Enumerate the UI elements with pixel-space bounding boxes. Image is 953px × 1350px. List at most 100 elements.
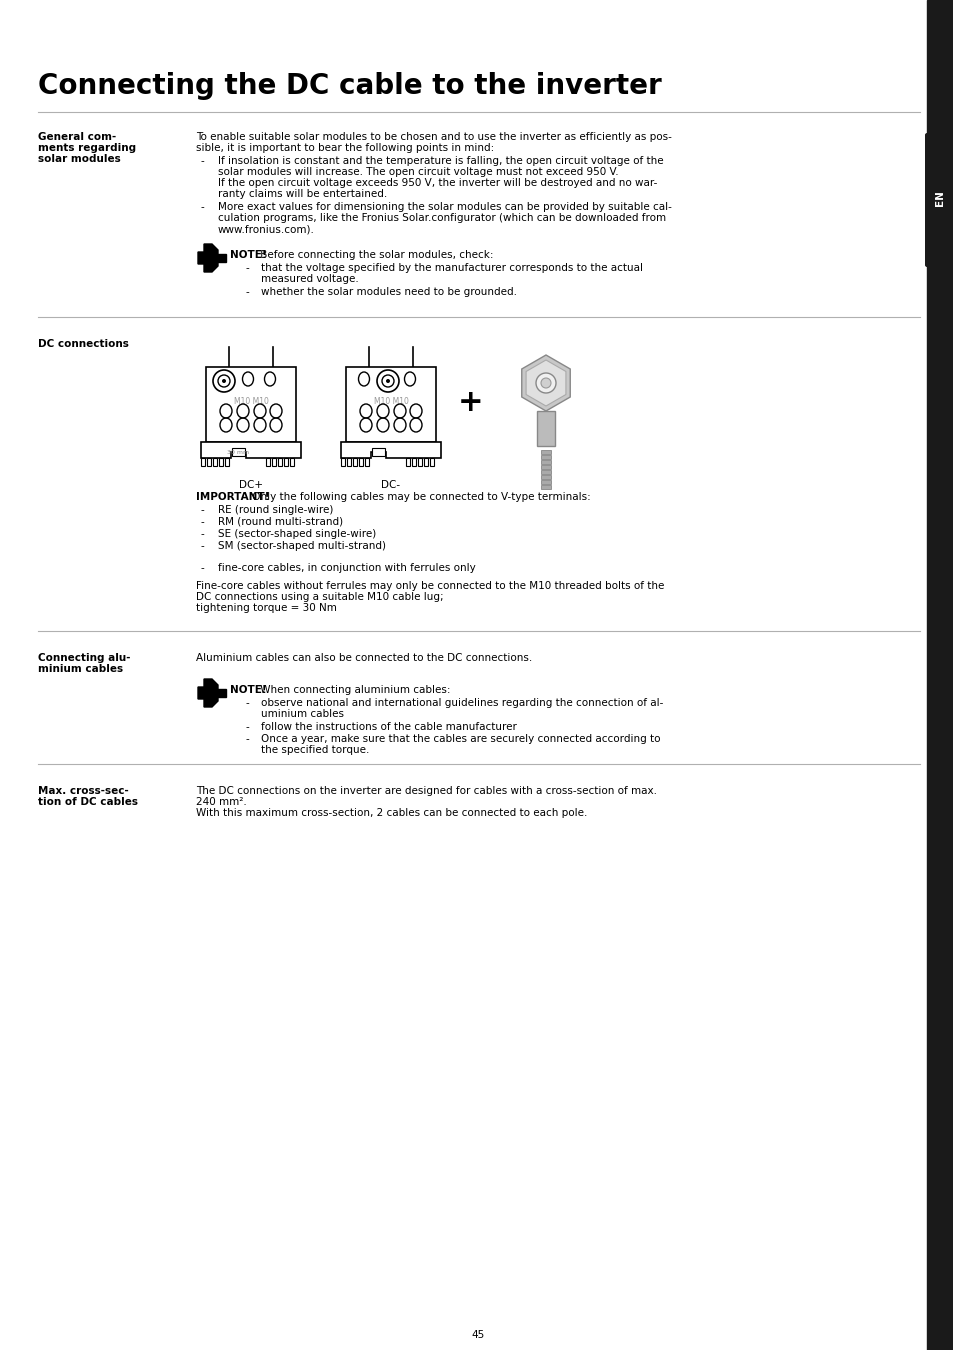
Bar bbox=[232, 448, 245, 456]
Text: When connecting aluminium cables:: When connecting aluminium cables: bbox=[256, 684, 450, 695]
Text: Max. cross-sec-: Max. cross-sec- bbox=[38, 786, 129, 796]
Text: -: - bbox=[201, 529, 205, 539]
Bar bbox=[540, 460, 551, 464]
Text: -: - bbox=[246, 288, 250, 297]
Bar bbox=[430, 458, 434, 466]
Text: -: - bbox=[246, 698, 250, 707]
Bar bbox=[540, 450, 551, 454]
Text: +: + bbox=[457, 387, 483, 417]
Text: -: - bbox=[201, 541, 205, 551]
Text: solar modules: solar modules bbox=[38, 154, 121, 163]
Text: minium cables: minium cables bbox=[38, 664, 123, 674]
Text: DC connections: DC connections bbox=[38, 339, 129, 350]
Text: DC-: DC- bbox=[381, 481, 400, 490]
Text: If the open circuit voltage exceeds 950 V, the inverter will be destroyed and no: If the open circuit voltage exceeds 950 … bbox=[218, 178, 657, 188]
Text: Once a year, make sure that the cables are securely connected according to: Once a year, make sure that the cables a… bbox=[261, 734, 659, 744]
Text: M10 M10: M10 M10 bbox=[233, 397, 268, 406]
Text: uminium cables: uminium cables bbox=[261, 709, 344, 720]
Bar bbox=[277, 458, 282, 466]
Bar bbox=[213, 458, 216, 466]
Text: Connecting the DC cable to the inverter: Connecting the DC cable to the inverter bbox=[38, 72, 661, 100]
Text: -: - bbox=[201, 202, 205, 212]
Bar bbox=[346, 367, 436, 441]
Bar bbox=[540, 485, 551, 489]
Text: NOTE!: NOTE! bbox=[230, 684, 267, 695]
Bar bbox=[540, 455, 551, 459]
Text: ranty claims will be entertained.: ranty claims will be entertained. bbox=[218, 189, 387, 198]
Text: DC connections using a suitable M10 cable lug;: DC connections using a suitable M10 cabl… bbox=[195, 593, 443, 602]
Text: that the voltage specified by the manufacturer corresponds to the actual: that the voltage specified by the manufa… bbox=[261, 263, 642, 273]
Bar bbox=[358, 458, 363, 466]
Bar bbox=[537, 410, 555, 446]
Text: More exact values for dimensioning the solar modules can be provided by suitable: More exact values for dimensioning the s… bbox=[218, 202, 671, 212]
Bar bbox=[540, 475, 551, 479]
Text: -: - bbox=[246, 734, 250, 744]
Bar bbox=[926, 0, 953, 1350]
Circle shape bbox=[536, 373, 556, 393]
Text: To enable suitable solar modules to be chosen and to use the inverter as efficie: To enable suitable solar modules to be c… bbox=[195, 132, 671, 142]
Bar bbox=[225, 458, 229, 466]
Text: -: - bbox=[201, 563, 205, 572]
Polygon shape bbox=[198, 679, 218, 707]
Text: Only the following cables may be connected to V-type terminals:: Only the following cables may be connect… bbox=[249, 491, 590, 502]
Polygon shape bbox=[212, 688, 226, 697]
Bar bbox=[266, 458, 270, 466]
Text: ments regarding: ments regarding bbox=[38, 143, 136, 153]
Text: M10 M10: M10 M10 bbox=[374, 397, 408, 406]
Polygon shape bbox=[198, 244, 218, 271]
Circle shape bbox=[222, 379, 226, 383]
Text: 30 mm: 30 mm bbox=[227, 450, 249, 455]
Text: Connecting alu-: Connecting alu- bbox=[38, 653, 131, 663]
Bar bbox=[423, 458, 428, 466]
Bar bbox=[353, 458, 356, 466]
Text: EN: EN bbox=[934, 190, 944, 207]
Text: www.fronius.com).: www.fronius.com). bbox=[218, 224, 314, 234]
Bar bbox=[284, 458, 288, 466]
Text: whether the solar modules need to be grounded.: whether the solar modules need to be gro… bbox=[261, 288, 517, 297]
Text: NOTE!: NOTE! bbox=[230, 250, 267, 261]
Polygon shape bbox=[201, 441, 301, 458]
Text: Before connecting the solar modules, check:: Before connecting the solar modules, che… bbox=[256, 250, 493, 261]
Text: follow the instructions of the cable manufacturer: follow the instructions of the cable man… bbox=[261, 722, 517, 732]
Bar bbox=[365, 458, 369, 466]
Bar bbox=[201, 458, 205, 466]
Text: SE (sector-shaped single-wire): SE (sector-shaped single-wire) bbox=[218, 529, 375, 539]
Bar bbox=[372, 448, 385, 456]
Polygon shape bbox=[212, 254, 226, 262]
Text: The DC connections on the inverter are designed for cables with a cross-section : The DC connections on the inverter are d… bbox=[195, 786, 657, 796]
FancyBboxPatch shape bbox=[924, 134, 953, 267]
Bar bbox=[417, 458, 421, 466]
Polygon shape bbox=[525, 360, 565, 406]
Circle shape bbox=[540, 378, 551, 387]
Bar bbox=[347, 458, 351, 466]
Text: General com-: General com- bbox=[38, 132, 116, 142]
Bar bbox=[540, 470, 551, 474]
Bar bbox=[219, 458, 223, 466]
Text: -: - bbox=[246, 722, 250, 732]
Text: observe national and international guidelines regarding the connection of al-: observe national and international guide… bbox=[261, 698, 662, 707]
Bar bbox=[540, 464, 551, 468]
Bar bbox=[207, 458, 211, 466]
Text: fine-core cables, in conjunction with ferrules only: fine-core cables, in conjunction with fe… bbox=[218, 563, 476, 572]
Bar bbox=[412, 458, 416, 466]
Text: IMPORTANT!: IMPORTANT! bbox=[195, 491, 269, 502]
Text: tion of DC cables: tion of DC cables bbox=[38, 796, 138, 807]
Text: measured voltage.: measured voltage. bbox=[261, 274, 358, 284]
Text: the specified torque.: the specified torque. bbox=[261, 745, 369, 755]
Bar bbox=[540, 481, 551, 485]
Polygon shape bbox=[340, 441, 440, 458]
Text: With this maximum cross-section, 2 cables can be connected to each pole.: With this maximum cross-section, 2 cable… bbox=[195, 809, 587, 818]
Circle shape bbox=[386, 379, 390, 383]
Bar bbox=[206, 367, 295, 441]
Text: -: - bbox=[201, 157, 205, 166]
Text: RM (round multi-strand): RM (round multi-strand) bbox=[218, 517, 343, 526]
Text: If insolation is constant and the temperature is falling, the open circuit volta: If insolation is constant and the temper… bbox=[218, 157, 663, 166]
Text: DC+: DC+ bbox=[239, 481, 263, 490]
Bar bbox=[406, 458, 410, 466]
Bar bbox=[340, 458, 345, 466]
Bar bbox=[290, 458, 294, 466]
Text: Fine-core cables without ferrules may only be connected to the M10 threaded bolt: Fine-core cables without ferrules may on… bbox=[195, 580, 663, 591]
Text: SM (sector-shaped multi-strand): SM (sector-shaped multi-strand) bbox=[218, 541, 386, 551]
Text: -: - bbox=[201, 505, 205, 514]
Text: RE (round single-wire): RE (round single-wire) bbox=[218, 505, 333, 514]
